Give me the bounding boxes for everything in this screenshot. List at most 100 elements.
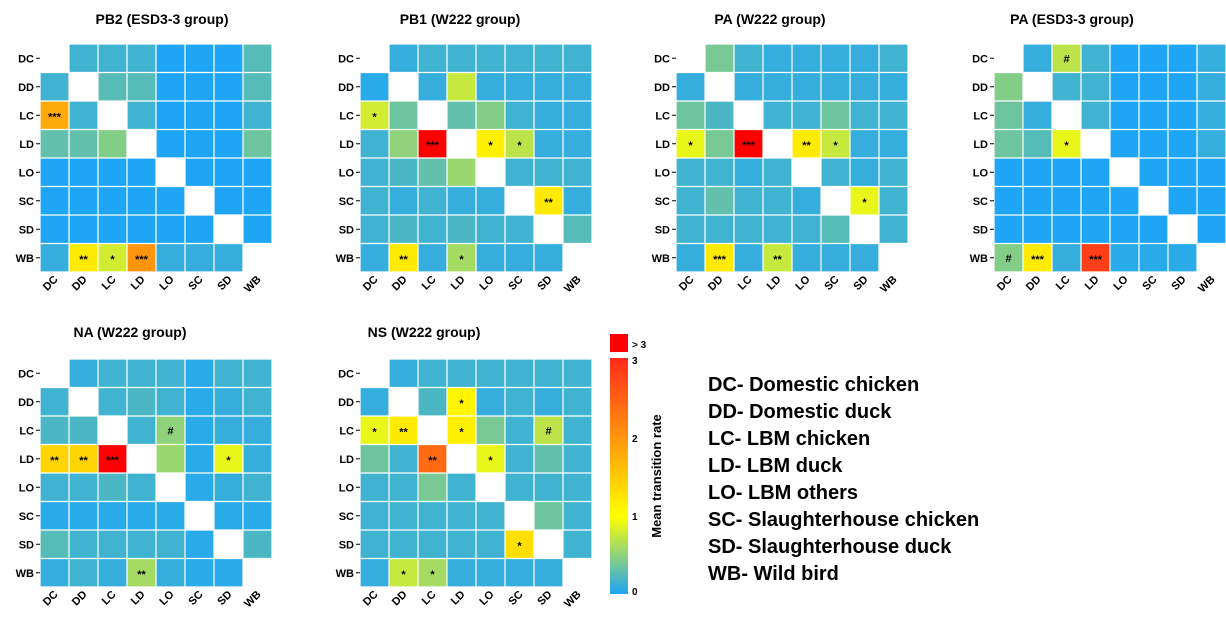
heatmap-cell [994, 72, 1023, 101]
heatmap-cell [505, 186, 534, 215]
heatmap-panel-na: NA (W222 group) # ** ** *** * ** DC DD LC LD LO SC S… [0, 310, 300, 619]
heatmap-cell [1168, 215, 1197, 244]
column-label: SD [215, 274, 234, 293]
heatmap-cell [156, 215, 185, 244]
row-label: WB [16, 253, 34, 265]
heatmap-cell [389, 44, 418, 73]
row-label: SC [655, 196, 670, 208]
heatmap-cell [127, 558, 156, 587]
heatmap-cell [243, 158, 272, 187]
column-label: SC [506, 589, 525, 608]
heatmap-cell [127, 243, 156, 272]
heatmap-cell [1139, 215, 1168, 244]
heatmap-cell [389, 416, 418, 445]
heatmap-cell [1052, 215, 1081, 244]
heatmap-cell [534, 473, 563, 502]
heatmap-cell [792, 101, 821, 130]
heatmap-cell [98, 416, 127, 445]
heatmap-cell [185, 387, 214, 416]
tick-3: 3 [632, 356, 638, 367]
heatmap-cell [763, 243, 792, 272]
significance-label: *** [426, 140, 440, 152]
heatmap-cell [850, 243, 879, 272]
heatmap-cell [1023, 44, 1052, 73]
heatmap-panel-pa-w222: PA (W222 group) * *** ** * * *** ** DC DD LC LD LO S… [600, 0, 920, 305]
heatmap-cell [418, 444, 447, 473]
heatmap-cell [418, 530, 447, 559]
heatmap-cell [1052, 158, 1081, 187]
heatmap-cell [127, 72, 156, 101]
column-label: DC [361, 589, 381, 609]
heatmap-cell [505, 558, 534, 587]
row-label: DD [18, 82, 34, 94]
heatmap-cell [389, 387, 418, 416]
heatmap-cell [389, 473, 418, 502]
heatmap-cell [763, 44, 792, 73]
column-label: SD [1169, 274, 1188, 293]
heatmap-cell [243, 101, 272, 130]
heatmap-cell [447, 444, 476, 473]
heatmap-cell [563, 359, 592, 388]
column-label: LO [477, 588, 497, 608]
heatmap-cell [476, 243, 505, 272]
heatmap-cell [734, 44, 763, 73]
heatmap-cell [792, 129, 821, 158]
heatmap-cell [360, 72, 389, 101]
heatmap-cell [763, 186, 792, 215]
heatmap-cell [40, 158, 69, 187]
heatmap-cell [214, 558, 243, 587]
heatmap-cell [505, 444, 534, 473]
heatmap-cell [98, 359, 127, 388]
heatmap-cell [447, 530, 476, 559]
heatmap-cell [389, 101, 418, 130]
column-label: DD [70, 589, 90, 609]
heatmap-cell [98, 215, 127, 244]
heatmap-cell [214, 243, 243, 272]
heatmap-cell [214, 501, 243, 530]
row-label: SC [339, 196, 354, 208]
row-label: LO [655, 167, 671, 179]
over-swatch [610, 334, 628, 352]
heatmap-cell [534, 186, 563, 215]
heatmap-cell [705, 158, 734, 187]
significance-label: * [688, 140, 693, 152]
heatmap-cell [69, 243, 98, 272]
heatmap-cell [563, 558, 592, 587]
heatmap-cell [214, 359, 243, 388]
heatmap-cell [1081, 129, 1110, 158]
heatmap-cell [156, 129, 185, 158]
heatmap-cell [69, 444, 98, 473]
column-label: SD [851, 274, 870, 293]
heatmap-cell [994, 101, 1023, 130]
heatmap-cell [705, 101, 734, 130]
significance-label: *** [1089, 254, 1103, 266]
heatmap-cell [476, 158, 505, 187]
significance-label: ** [773, 254, 782, 266]
heatmap-cell [418, 558, 447, 587]
heatmap-cell [534, 416, 563, 445]
heatmap-cell [763, 215, 792, 244]
heatmap-cell [1023, 215, 1052, 244]
heatmap-cell [98, 387, 127, 416]
heatmap-cell [734, 215, 763, 244]
heatmap-cell [156, 530, 185, 559]
row-label: SC [973, 196, 988, 208]
row-label: LO [339, 482, 355, 494]
heatmap-cell [879, 44, 908, 73]
row-label: DC [972, 53, 988, 65]
heatmap-cell [994, 158, 1023, 187]
heatmap-cell [360, 501, 389, 530]
heatmap-cell [185, 243, 214, 272]
heatmap-cell [40, 501, 69, 530]
column-label: DD [70, 274, 90, 294]
heatmap-cell [505, 416, 534, 445]
heatmap-cell [418, 215, 447, 244]
heatmap-cell [821, 101, 850, 130]
heatmap-cell [214, 101, 243, 130]
panel-title: NS (W222 group) [367, 324, 481, 340]
abbr-sd: SD- Slaughterhouse duck [708, 536, 952, 558]
column-label: LC [100, 589, 119, 608]
heatmap-cell [98, 444, 127, 473]
heatmap-cell [40, 215, 69, 244]
heatmap-cell [476, 558, 505, 587]
